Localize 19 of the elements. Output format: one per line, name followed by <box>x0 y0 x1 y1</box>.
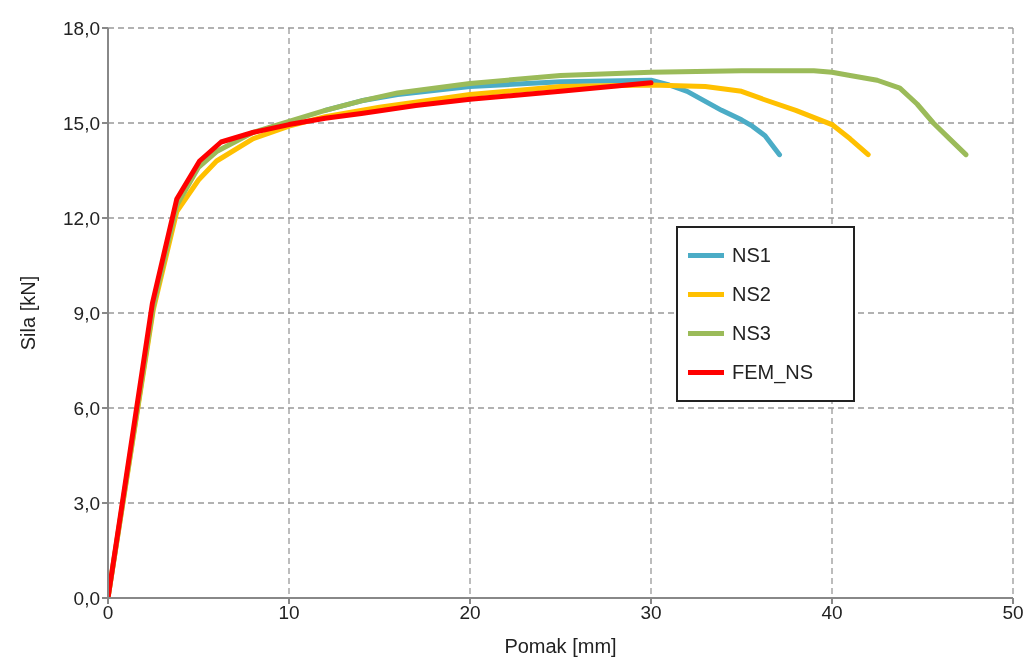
x-tick-label: 20 <box>459 602 481 624</box>
legend-label: NS3 <box>732 322 771 345</box>
y-tick-label: 6,0 <box>73 397 100 419</box>
legend-label: NS1 <box>732 244 771 267</box>
x-axis-title: Pomak [mm] <box>504 635 617 657</box>
y-tick-label: 18,0 <box>63 17 100 39</box>
x-tick-label: 40 <box>821 602 843 624</box>
x-tick-label: 30 <box>640 602 662 624</box>
legend-label: NS2 <box>732 283 771 306</box>
x-tick-label: 50 <box>1002 602 1024 624</box>
x-tick-label: 10 <box>278 602 300 624</box>
y-tick-label: 15,0 <box>63 112 100 134</box>
legend-label: FEM_NS <box>732 361 814 384</box>
y-tick-label: 9,0 <box>73 302 100 324</box>
y-axis-title: Sila [kN] <box>17 275 40 351</box>
y-tick-label: 0,0 <box>73 587 100 609</box>
y-tick-label: 3,0 <box>73 492 100 514</box>
y-tick-label: 12,0 <box>63 207 100 229</box>
x-tick-label: 0 <box>102 602 114 624</box>
